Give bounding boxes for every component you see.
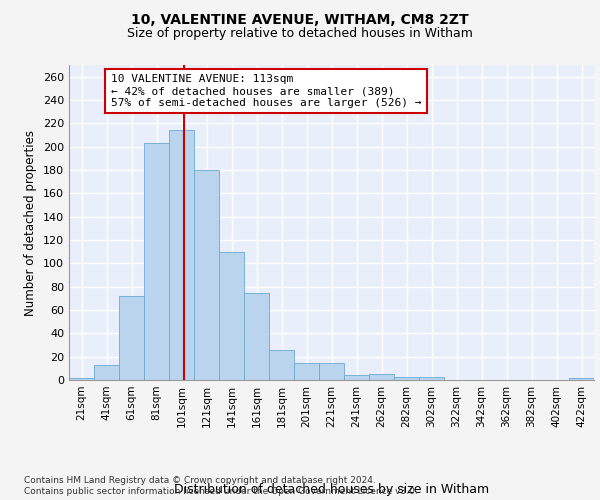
Bar (269, 350, 294, 380)
Text: 10 VALENTINE AVENUE: 113sqm
← 42% of detached houses are smaller (389)
57% of se: 10 VALENTINE AVENUE: 113sqm ← 42% of det… (111, 74, 421, 108)
Bar (119, 296, 144, 380)
Bar (244, 292, 269, 380)
Bar (144, 143, 169, 380)
Bar (194, 170, 219, 380)
Bar (69, 378, 94, 380)
Bar (294, 362, 319, 380)
Bar (94, 365, 119, 380)
Text: 10, VALENTINE AVENUE, WITHAM, CM8 2ZT: 10, VALENTINE AVENUE, WITHAM, CM8 2ZT (131, 12, 469, 26)
Bar (419, 376, 444, 380)
Bar (569, 378, 594, 380)
Bar (369, 374, 394, 380)
Text: Contains HM Land Registry data © Crown copyright and database right 2024.: Contains HM Land Registry data © Crown c… (24, 476, 376, 485)
Bar (394, 376, 419, 380)
Bar (319, 362, 344, 380)
Bar (169, 130, 194, 380)
Text: Contains public sector information licensed under the Open Government Licence v3: Contains public sector information licen… (24, 488, 418, 496)
X-axis label: Distribution of detached houses by size in Witham: Distribution of detached houses by size … (174, 482, 489, 496)
Bar (344, 376, 369, 380)
Y-axis label: Number of detached properties: Number of detached properties (25, 130, 37, 316)
Bar (219, 252, 244, 380)
Text: Size of property relative to detached houses in Witham: Size of property relative to detached ho… (127, 28, 473, 40)
